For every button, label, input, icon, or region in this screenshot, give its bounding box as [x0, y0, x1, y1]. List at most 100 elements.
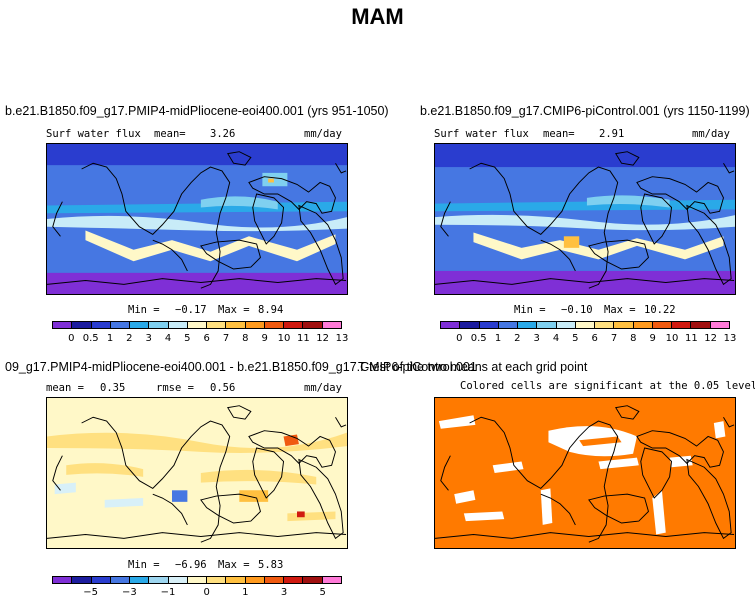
panel2-max-value: 10.22: [644, 304, 676, 316]
colorbar-swatch-4: [130, 322, 150, 328]
panel2-min-label: Min =: [514, 304, 546, 316]
panel2-colorbar-labels: 0 0.5 1 2 3 4 5 6 7 8 9 10 11 12 13: [440, 333, 736, 345]
panel2-max-label: Max =: [604, 304, 636, 316]
panel1-field: [47, 144, 347, 294]
colorbar-label: 3: [145, 333, 152, 344]
colorbar-label: 7: [610, 333, 618, 344]
panel3-max-label: Max =: [218, 559, 250, 571]
panel1-min-value: −0.17: [175, 304, 207, 316]
figure-title: MAM: [351, 4, 404, 29]
panel4-title: T-test of the two means at each grid poi…: [358, 360, 588, 374]
colorbar-swatch-10: [245, 322, 265, 328]
colorbar-label: −3: [121, 587, 137, 598]
panel3-min-value: −6.96: [175, 559, 207, 571]
colorbar-label: 0: [456, 333, 463, 344]
colorbar-label: 3: [280, 587, 288, 598]
colorbar-label: 6: [591, 333, 598, 344]
colorbar-swatch-3: [498, 322, 519, 328]
colorbar-swatch-4: [518, 322, 538, 328]
colorbar-swatch-13: [303, 322, 323, 328]
colorbar-swatch-14: [322, 577, 341, 583]
colorbar-label: 11: [296, 333, 310, 344]
colorbar-label: 12: [316, 333, 330, 344]
colorbar-swatch-6: [168, 577, 188, 583]
colorbar-swatch-14: [322, 322, 341, 328]
colorbar-label: 1: [494, 333, 502, 344]
panel2-title: b.e21.B1850.f09_g17.CMIP6-piControl.001 …: [420, 104, 750, 118]
colorbar-swatch-3: [110, 322, 131, 328]
colorbar-label: 2: [514, 333, 521, 344]
panel3-rmse-value: 0.56: [210, 382, 236, 394]
colorbar-label: 0: [68, 333, 75, 344]
panel1-colorbar: [52, 321, 342, 329]
colorbar-label: 0: [203, 587, 210, 598]
colorbar-swatch-0: [53, 322, 73, 328]
panel1-map: [46, 143, 348, 295]
colorbar-swatch-12: [284, 577, 304, 583]
panel4-field: [435, 398, 735, 548]
colorbar-label: 1: [242, 587, 249, 598]
panel1-variable: Surf water flux: [46, 128, 141, 140]
colorbar-swatch-2: [479, 322, 499, 328]
panel3-title: 09_g17.PMIP4-midPliocene-eoi400.001 - b.…: [5, 360, 477, 374]
panel2-mean-label: mean=: [543, 128, 575, 140]
colorbar-swatch-5: [537, 322, 557, 328]
panel3-mean-value: 0.35: [100, 382, 126, 394]
colorbar-label: 3: [533, 333, 540, 344]
colorbar-swatch-10: [633, 322, 653, 328]
panel2-field: [435, 144, 735, 294]
panel4-subtitle: Colored cells are significant at the 0.0…: [460, 380, 755, 392]
panel2-units: mm/day: [692, 128, 730, 140]
panel3-mean-label: mean =: [46, 382, 84, 394]
colorbar-swatch-12: [672, 322, 692, 328]
panel3-colorbar: [52, 576, 342, 584]
colorbar-label: 7: [222, 333, 230, 344]
colorbar-label: −1: [160, 587, 176, 598]
panel3-rmse-label: rmse =: [156, 382, 194, 394]
colorbar-swatch-8: [207, 322, 227, 328]
panel3-min-label: Min =: [128, 559, 160, 571]
panel1-mean-label: mean=: [154, 128, 186, 140]
colorbar-label: 10: [277, 333, 291, 344]
panel4-map: [434, 397, 736, 549]
panel3-max-value: 5.83: [258, 559, 284, 571]
panel1-title: b.e21.B1850.f09_g17.PMIP4-midPliocene-eo…: [5, 104, 389, 118]
colorbar-swatch-9: [226, 322, 246, 328]
colorbar-label: 13: [335, 333, 349, 344]
colorbar-label: 8: [242, 333, 249, 344]
panel1-units: mm/day: [304, 128, 342, 140]
colorbar-label: 2: [126, 333, 133, 344]
panel1-max-value: 8.94: [258, 304, 284, 316]
colorbar-label: 1: [106, 333, 114, 344]
panel3-map: [46, 397, 348, 549]
colorbar-swatch-5: [149, 577, 169, 583]
colorbar-swatch-1: [460, 322, 480, 328]
colorbar-swatch-11: [264, 322, 285, 328]
colorbar-label: 5: [184, 333, 191, 344]
panel2-colorbar: [440, 321, 730, 329]
panel2-mean-value: 2.91: [599, 128, 625, 140]
colorbar-label: 12: [704, 333, 718, 344]
colorbar-swatch-1: [72, 322, 92, 328]
colorbar-label: 0.5: [82, 333, 99, 344]
colorbar-swatch-14: [710, 322, 729, 328]
colorbar-swatch-13: [303, 577, 323, 583]
colorbar-swatch-9: [226, 577, 246, 583]
colorbar-swatch-7: [575, 322, 596, 328]
colorbar-label: 11: [684, 333, 698, 344]
colorbar-swatch-11: [652, 322, 673, 328]
colorbar-label: 13: [723, 333, 737, 344]
panel2-variable: Surf water flux: [434, 128, 529, 140]
colorbar-swatch-8: [595, 322, 615, 328]
panel2-min-value: −0.10: [561, 304, 593, 316]
colorbar-label: 8: [630, 333, 637, 344]
colorbar-swatch-5: [149, 322, 169, 328]
panel3-colorbar-labels: −5 −3 −1 0 1 3 5: [52, 587, 342, 599]
colorbar-swatch-12: [284, 322, 304, 328]
colorbar-swatch-2: [91, 322, 111, 328]
colorbar-swatch-13: [691, 322, 711, 328]
colorbar-swatch-9: [614, 322, 634, 328]
panel3-field: [47, 398, 347, 548]
colorbar-label: 0.5: [470, 333, 487, 344]
colorbar-label: −5: [83, 587, 99, 598]
